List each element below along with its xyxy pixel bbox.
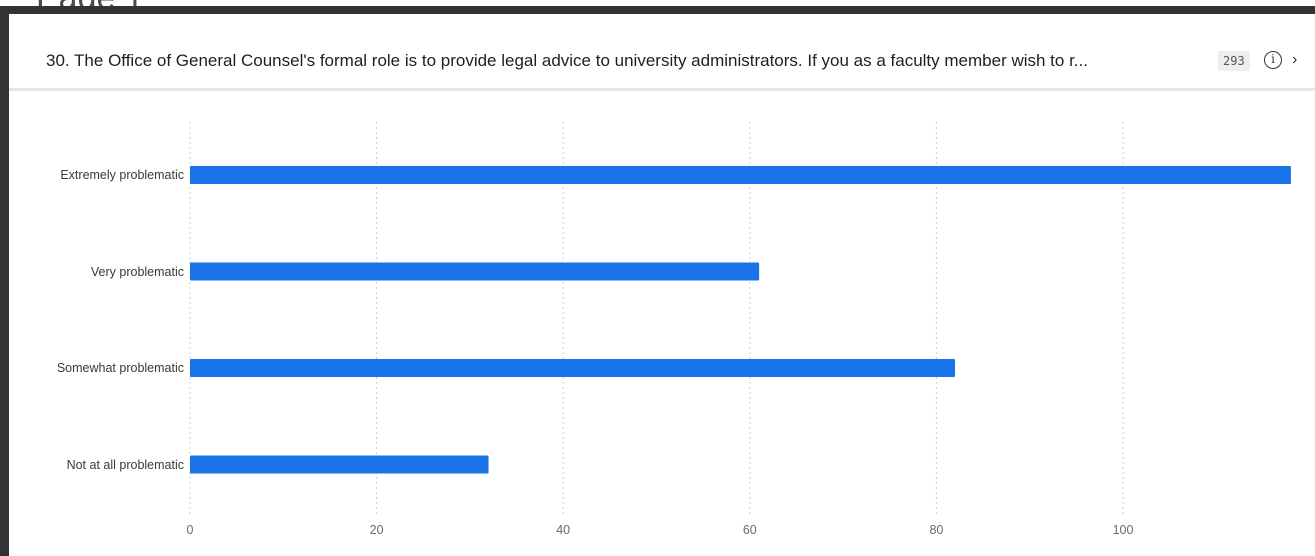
- bar[interactable]: [190, 166, 1291, 184]
- category-label: Somewhat problematic: [56, 361, 184, 375]
- grid-lines: [189, 122, 1124, 514]
- bar-chart: [189, 122, 1291, 514]
- x-tick-label: 60: [742, 523, 757, 537]
- bars: [190, 166, 1291, 474]
- category-label: Not at all problematic: [66, 457, 184, 472]
- card-header: 30. The Office of General Counsel's form…: [9, 14, 1315, 91]
- x-tick-label: 40: [556, 523, 571, 537]
- window-frame-top: [0, 6, 1315, 14]
- x-tick-label: 0: [186, 523, 194, 537]
- x-tick-label: 80: [929, 523, 944, 537]
- bar[interactable]: [190, 359, 956, 377]
- category-label: Extremely problematic: [60, 168, 184, 182]
- chevron-right-icon[interactable]: ›: [1292, 51, 1298, 68]
- category-label: Very problematic: [90, 264, 184, 279]
- window-frame-left: [0, 6, 9, 556]
- question-card: 30. The Office of General Counsel's form…: [9, 14, 1315, 556]
- question-title[interactable]: 30. The Office of General Counsel's form…: [46, 51, 1088, 70]
- bar[interactable]: [190, 455, 489, 474]
- info-icon[interactable]: i: [1264, 51, 1282, 69]
- response-count-badge: 293: [1218, 51, 1250, 71]
- bar[interactable]: [190, 262, 760, 281]
- x-tick-label: 20: [369, 523, 384, 537]
- x-tick-label: 100: [1112, 523, 1134, 537]
